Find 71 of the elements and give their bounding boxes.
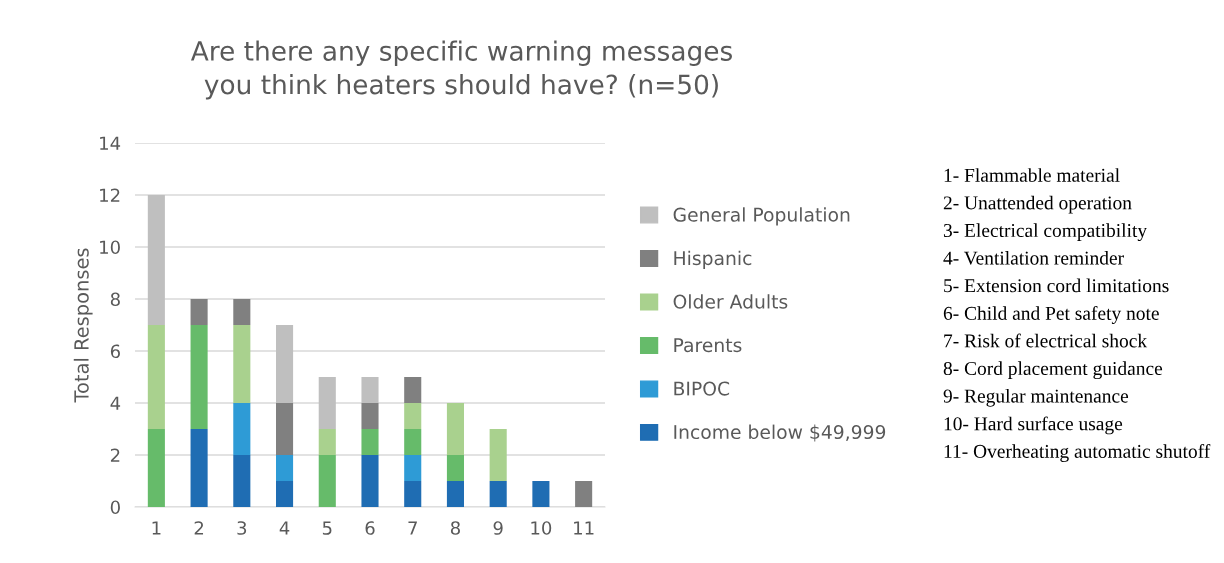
text: 8- Cord placement guidance — [943, 361, 1163, 380]
legend-label: BIPOC — [674, 381, 730, 396]
bar — [446, 455, 464, 481]
bar — [446, 481, 464, 507]
x-tick-label: 2 — [194, 521, 204, 535]
bar — [446, 403, 464, 455]
bar — [233, 299, 251, 325]
text: 2- Unattended operation — [943, 195, 1132, 214]
text: 5- Extension cord limitations — [944, 278, 1169, 293]
bar — [404, 377, 422, 403]
y-tick-label: 8 — [110, 292, 120, 307]
bar — [489, 429, 507, 481]
bar — [404, 403, 422, 429]
bar — [489, 481, 507, 507]
x-tick-label: 5 — [322, 521, 332, 535]
legend-label: General Population — [673, 207, 850, 226]
bar — [361, 377, 379, 403]
x-tick-label: 7 — [408, 521, 417, 535]
y-tick-label: 6 — [110, 344, 120, 359]
y-tick-label: 10 — [100, 240, 120, 255]
bar — [276, 325, 294, 403]
x-tick-label: 1 — [152, 521, 161, 535]
y-tick-label: 12 — [100, 188, 120, 202]
legend-label: Older Adults — [673, 294, 788, 309]
y-axis-title: Total Responses — [73, 248, 93, 403]
bar — [404, 455, 422, 481]
bar — [190, 325, 208, 429]
text: 6- Child and Pet safety note — [943, 306, 1159, 324]
text: 4- Ventilation reminder — [943, 250, 1124, 265]
y-tick-label: 0 — [110, 500, 120, 515]
bar — [233, 325, 251, 403]
x-tick-label: 9 — [493, 521, 503, 535]
bar — [361, 429, 379, 455]
y-tick-label: 4 — [110, 396, 121, 410]
bar — [147, 429, 165, 507]
bar — [404, 481, 422, 507]
text: 11- Overheating automatic shutoff — [944, 444, 1211, 462]
bar — [276, 481, 294, 507]
bar — [276, 403, 294, 455]
text: 7- Risk of electrical shock — [944, 333, 1148, 348]
bar — [233, 455, 251, 507]
text: 10- Hard surface usage — [944, 416, 1123, 435]
bar — [190, 299, 208, 325]
x-tick-label: 6 — [365, 521, 375, 535]
bar — [361, 403, 379, 429]
y-tick-label: 14 — [100, 136, 121, 150]
legend-label: Income below $49,999 — [674, 424, 886, 442]
bar — [276, 455, 294, 481]
bar — [318, 429, 336, 455]
y-tick-label: 2 — [110, 448, 120, 462]
x-tick-label: 3 — [237, 521, 247, 535]
text: 9- Regular maintenance — [943, 388, 1129, 407]
x-tick-label: 4 — [279, 521, 290, 535]
bar — [532, 481, 550, 507]
bar — [361, 455, 379, 507]
bar — [404, 429, 422, 455]
bar — [233, 403, 251, 455]
legend-label: Parents — [674, 338, 742, 353]
bar — [318, 455, 336, 507]
chart-title: Are there any specific warning messages you think heaters should have? (n=50) — [190, 40, 732, 100]
bar — [318, 377, 336, 429]
x-tick-label: 11 — [574, 521, 594, 535]
x-tick-label: 8 — [450, 521, 460, 535]
text: 3- Electrical compatibility — [943, 223, 1148, 242]
bar — [575, 481, 593, 507]
bar — [147, 325, 165, 429]
bar — [190, 429, 208, 507]
legend-label: Hispanic — [674, 250, 752, 269]
bar — [147, 195, 165, 325]
text: 1- Flammable material — [944, 168, 1120, 182]
x-tick-label: 10 — [531, 521, 552, 535]
